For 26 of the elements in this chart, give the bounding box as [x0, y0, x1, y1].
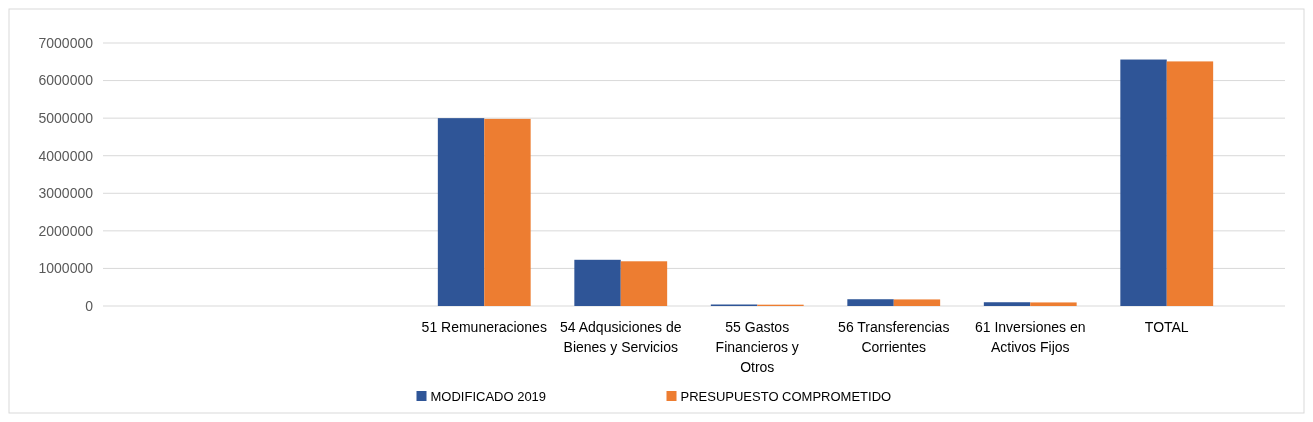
bar — [1030, 302, 1077, 306]
x-tick-label: 55 Gastos Financieros y Otros — [715, 319, 799, 375]
x-tick-label: 51 Remuneraciones — [421, 319, 547, 335]
bar — [1166, 61, 1214, 306]
x-tick-label: 61 Inversiones en Activos Fijos — [974, 319, 1086, 355]
bar — [983, 302, 1031, 306]
x-tick-label: 56 Transferencias Corrientes — [838, 319, 950, 355]
y-tick-label: 1000000 — [38, 260, 94, 277]
y-tick-label: 5000000 — [38, 110, 94, 127]
legend-label: MODIFICADO 2019 — [430, 388, 547, 404]
y-tick-label: 6000000 — [38, 72, 94, 89]
bar — [484, 118, 531, 306]
legend-label: PRESUPUESTO COMPROMETIDO — [680, 388, 892, 404]
y-tick-label: 7000000 — [38, 34, 94, 51]
x-tick-label: TOTAL — [1144, 319, 1189, 335]
x-tick-label: 54 Adqusiciones de Bienes y Servicios — [560, 319, 682, 355]
y-tick-label: 0 — [85, 297, 94, 314]
y-tick-label: 3000000 — [38, 185, 94, 202]
y-tick-label: 2000000 — [38, 222, 94, 239]
bar — [437, 118, 485, 306]
bar — [1120, 59, 1167, 306]
bar — [574, 259, 621, 306]
bar — [847, 299, 894, 306]
bar — [620, 261, 668, 306]
bar — [893, 299, 941, 306]
y-tick-label: 4000000 — [38, 147, 94, 164]
